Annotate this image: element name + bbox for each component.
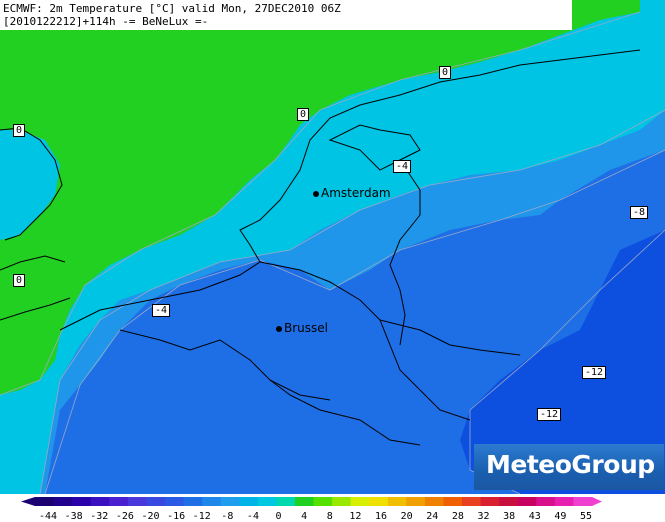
brand-name: MeteoGroup: [486, 450, 655, 479]
scale-swatch: [220, 497, 240, 506]
scale-swatch: [536, 497, 556, 506]
scale-swatch: [109, 497, 129, 506]
scale-tick-label: 43: [529, 511, 541, 522]
scale-swatch: [480, 497, 500, 506]
scale-swatch: [72, 497, 92, 506]
contour-label: 0: [13, 124, 26, 137]
scale-tick-label: 4: [301, 511, 307, 522]
color-scale: -44 -38 -32 -26 -20 -16 -12 -8 -4 0 4 8 12 16 20 24 28 32…: [21, 497, 602, 522]
scale-tick-label: -16: [167, 511, 185, 522]
scale-swatch: [276, 497, 296, 506]
scale-swatch: [146, 497, 166, 506]
city-amsterdam: Amsterdam: [313, 186, 391, 200]
scale-swatch: [406, 497, 426, 506]
scale-swatch: [127, 497, 147, 506]
scale-swatch: [164, 497, 185, 506]
contour-label: -4: [152, 304, 171, 317]
uk-cyan-zone: [0, 130, 60, 240]
contour-label: 0: [439, 66, 452, 79]
scale-swatch: [517, 497, 537, 506]
scale-tick-label: 32: [478, 511, 490, 522]
scale-swatch: [443, 497, 463, 506]
scale-swatch: [183, 497, 203, 506]
scale-swatch: [499, 497, 519, 506]
scale-swatch: [387, 497, 407, 506]
scale-swatch: [90, 497, 110, 506]
city-name: Brussel: [284, 321, 328, 335]
scale-arrow-right: [592, 497, 602, 506]
city-name: Amsterdam: [321, 186, 391, 200]
city-marker: [276, 325, 282, 332]
scale-tick-label: -8: [221, 511, 233, 522]
scale-tick-label: -4: [247, 511, 259, 522]
borders: [0, 49, 641, 446]
scale-swatch: [294, 497, 314, 506]
temperature-map: [0, 0, 665, 494]
scale-swatch: [313, 497, 333, 506]
scale-swatch: [202, 497, 222, 506]
contour-label: -8: [630, 206, 649, 219]
city-marker: [313, 190, 319, 197]
city-brussel: Brussel: [276, 321, 328, 335]
scale-swatch: [424, 497, 444, 506]
scale-tick-label: 24: [426, 511, 438, 522]
scale-swatch: [369, 497, 389, 506]
scale-swatch: [350, 497, 370, 506]
scale-tick-label: 55: [580, 511, 592, 522]
scale-tick-label: -12: [193, 511, 211, 522]
scale-swatch: [35, 497, 55, 506]
scale-tick-label: 12: [349, 511, 361, 522]
scale-swatch: [332, 497, 352, 506]
scale-arrow-left: [21, 497, 35, 506]
header-line-2: [2010122212]+114h -= BeNeLux =-: [3, 15, 209, 28]
green-zone: [0, 0, 640, 395]
scale-swatch: [554, 497, 574, 506]
scale-tick-label: 0: [276, 511, 282, 522]
scale-tick-label: -20: [141, 511, 159, 522]
contour-label: 0: [297, 108, 310, 121]
map-header: ECMWF: 2m Temperature [°C] valid Mon, 27…: [0, 0, 572, 30]
contour-label: -4: [393, 160, 412, 173]
contour-label: -12: [537, 408, 562, 421]
scale-tick-label: 49: [554, 511, 566, 522]
scale-swatch: [573, 497, 593, 506]
scale-tick-label: -26: [116, 511, 134, 522]
contour-label: -12: [582, 366, 607, 379]
scale-tick-label: 20: [401, 511, 413, 522]
scale-swatch: [257, 497, 277, 506]
coldest-zone: [460, 230, 665, 494]
contour-label: 0: [13, 274, 26, 287]
header-line-1: ECMWF: 2m Temperature [°C] valid Mon, 27…: [3, 2, 341, 15]
brand-logo: MeteoGroup: [474, 444, 664, 490]
scale-swatch: [53, 497, 73, 506]
scale-tick-label: 8: [327, 511, 333, 522]
scale-swatch: [462, 497, 482, 506]
scale-swatch: [239, 497, 259, 506]
scale-tick-label: 16: [375, 511, 387, 522]
scale-tick-label: 28: [452, 511, 464, 522]
scale-tick-label: -32: [90, 511, 108, 522]
scale-tick-label: -44: [39, 511, 57, 522]
scale-tick-label: -38: [65, 511, 83, 522]
scale-tick-label: 38: [503, 511, 515, 522]
